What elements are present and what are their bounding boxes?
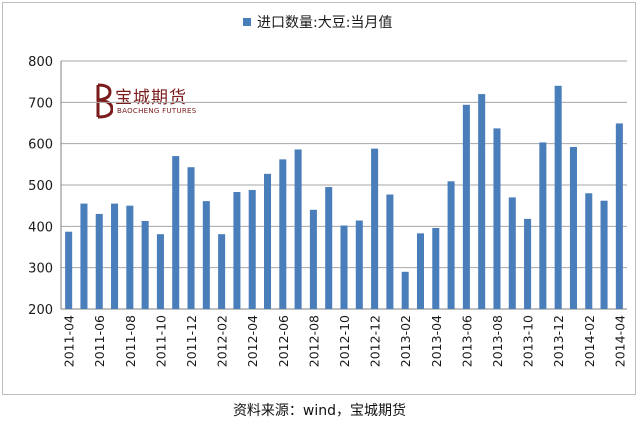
- bar: [156, 234, 164, 309]
- x-tick-label: 2013-12: [551, 315, 566, 367]
- bar: [111, 203, 119, 309]
- bar: [80, 203, 88, 309]
- x-tick-label: 2011-10: [153, 315, 168, 367]
- bar: [508, 197, 516, 309]
- x-tick-label: 2011-12: [184, 315, 199, 367]
- x-tick-label: 2012-04: [245, 315, 260, 367]
- x-tick-label: 2011-04: [62, 315, 77, 367]
- bar: [554, 85, 562, 309]
- bar: [294, 149, 302, 309]
- bar: [386, 194, 394, 309]
- y-tick-label: 800: [28, 55, 53, 70]
- x-tick-label: 2012-12: [368, 315, 383, 367]
- bar: [401, 271, 409, 309]
- bar: [95, 213, 103, 309]
- bar: [478, 94, 486, 309]
- bar: [539, 142, 547, 309]
- bar: [432, 227, 440, 309]
- y-tick-label: 600: [28, 138, 53, 153]
- bar: [371, 148, 379, 309]
- bar: [263, 173, 272, 309]
- x-tick-label: 2012-08: [306, 315, 321, 367]
- bar: [172, 156, 180, 309]
- x-tick-label: 2013-08: [490, 315, 505, 367]
- bar: [279, 159, 287, 309]
- x-tick-label: 2014-02: [582, 315, 597, 367]
- bar: [141, 220, 149, 309]
- bar: [447, 181, 455, 309]
- bar: [569, 146, 577, 309]
- bar: [524, 218, 532, 309]
- bar-chart: 200 300 400 500 600 700 800 2011-04 2011-06 2011-…: [28, 55, 627, 367]
- bar: [218, 234, 226, 309]
- bar: [600, 200, 608, 309]
- legend-label: 进口数量:大豆:当月值: [257, 15, 393, 31]
- bar: [309, 209, 317, 309]
- logo-b-icon: [96, 83, 113, 119]
- x-tick-label: 2014-04: [612, 315, 627, 367]
- company-logo: 宝城期货 BAOCHENG FUTURES: [95, 83, 215, 123]
- bar: [233, 192, 241, 309]
- bar: [65, 231, 73, 309]
- x-tick-label: 2012-06: [276, 315, 291, 367]
- y-tick-label: 400: [28, 220, 53, 235]
- y-tick-label: 200: [28, 303, 53, 318]
- bar: [493, 128, 501, 309]
- legend-swatch-icon: [243, 18, 251, 26]
- x-tick-label: 2012-10: [337, 315, 352, 367]
- bar: [187, 167, 195, 309]
- x-tick-label: 2013-10: [521, 315, 536, 367]
- y-tick-label: 700: [28, 96, 53, 111]
- bar: [325, 187, 333, 309]
- x-tick-label: 2013-02: [398, 315, 413, 367]
- bar: [585, 193, 593, 309]
- x-tick-label: 2012-02: [215, 315, 230, 367]
- x-tick-label: 2011-06: [92, 315, 107, 367]
- logo-text: 宝城期货: [115, 88, 187, 108]
- bar: [615, 123, 623, 309]
- y-tick-label: 500: [28, 179, 53, 194]
- logo-subtext: BAOCHENG FUTURES: [117, 107, 197, 115]
- bar: [126, 205, 134, 309]
- chart-frame: 进口数量:大豆:当月值 宝城期货 BAOCHENG FUTURES 200 300…: [2, 2, 636, 395]
- bar: [202, 201, 210, 309]
- bar: [355, 220, 363, 309]
- x-tick-label: 2013-06: [459, 315, 474, 367]
- bar: [416, 233, 425, 309]
- source-caption: 资料来源：wind，宝城期货: [232, 403, 407, 419]
- bar: [340, 225, 348, 309]
- y-tick-label: 300: [28, 262, 53, 277]
- bar: [462, 104, 470, 310]
- chart-legend: 进口数量:大豆:当月值: [243, 12, 392, 32]
- bar: [248, 189, 256, 309]
- x-tick-label: 2013-04: [429, 315, 444, 367]
- x-tick-label: 2011-08: [123, 315, 138, 367]
